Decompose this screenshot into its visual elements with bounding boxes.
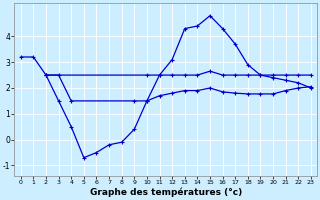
X-axis label: Graphe des températures (°c): Graphe des températures (°c) xyxy=(90,188,242,197)
